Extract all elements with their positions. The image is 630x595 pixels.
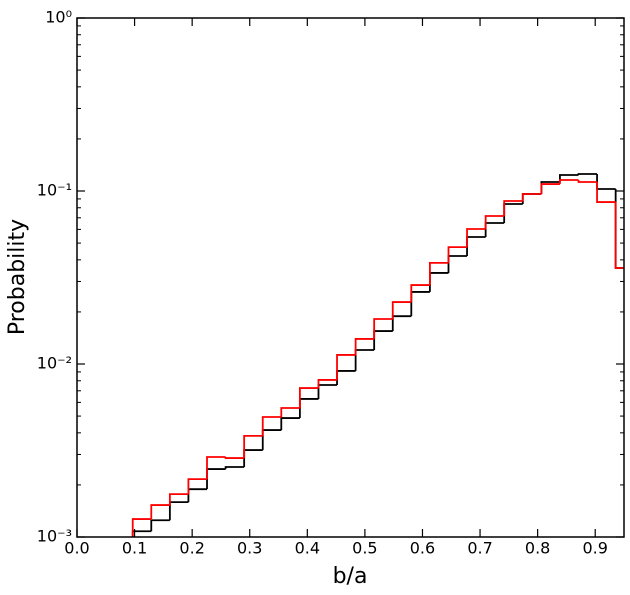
y-tick-label: 10⁻¹ — [37, 181, 72, 200]
axes-frame — [76, 17, 625, 538]
histogram-step — [391, 301, 412, 320]
x-tick-label: 0.5 — [352, 539, 377, 558]
y-tick-label: 10⁰ — [45, 8, 72, 27]
histogram-step — [540, 183, 560, 194]
histogram-step — [466, 236, 486, 256]
histogram-step — [577, 173, 598, 176]
histogram-step — [466, 228, 486, 248]
histogram-step — [317, 384, 338, 399]
x-tick-label: 0.0 — [64, 539, 89, 558]
histogram-step — [280, 417, 300, 431]
histogram-step — [280, 407, 300, 417]
x-tick-label: 0.2 — [179, 539, 204, 558]
histogram-step — [150, 519, 170, 532]
histogram-step — [410, 291, 430, 317]
histogram-step — [336, 370, 356, 386]
histogram-step — [447, 246, 468, 263]
histogram-step — [243, 449, 263, 467]
histogram-step — [521, 193, 542, 202]
histogram-step — [224, 466, 245, 470]
histogram-step — [261, 416, 282, 436]
histogram-step — [298, 387, 319, 408]
histogram-step — [503, 203, 523, 224]
histogram-step — [298, 398, 319, 419]
histogram-step — [521, 193, 542, 205]
histogram-step — [373, 330, 393, 350]
histogram-step — [150, 504, 170, 520]
y-tick-label: 10⁻³ — [37, 527, 72, 546]
histogram-step — [336, 354, 356, 380]
histogram-step — [577, 179, 598, 183]
x-tick-label: 0.8 — [525, 539, 550, 558]
histogram-step — [131, 530, 152, 537]
x-tick-label: 0.1 — [122, 539, 147, 558]
plot-area — [131, 173, 624, 537]
x-tick-label: 0.9 — [582, 539, 607, 558]
histogram-step — [429, 262, 449, 286]
x-axis-label: b/a — [333, 564, 368, 589]
histogram-step — [373, 318, 393, 339]
histogram-step — [596, 182, 616, 203]
histogram-step — [559, 174, 579, 183]
histogram-step — [484, 222, 505, 238]
histogram-step — [614, 202, 624, 269]
histogram-step — [447, 255, 468, 273]
histogram-step — [354, 349, 375, 371]
histogram-step — [206, 468, 226, 490]
histogram-step — [317, 379, 338, 389]
histogram-step — [596, 173, 616, 190]
histogram-step — [224, 457, 245, 459]
histogram-step — [614, 188, 624, 269]
histogram-step — [484, 215, 505, 230]
histogram-step — [410, 284, 430, 303]
histogram-step — [187, 478, 208, 495]
histogram-step — [261, 429, 282, 451]
histogram-step — [168, 493, 189, 506]
histogram-step — [429, 272, 449, 292]
x-tick-label: 0.7 — [467, 539, 492, 558]
histogram-step — [559, 179, 579, 185]
histogram-step — [131, 518, 152, 537]
histogram-step — [243, 435, 263, 459]
x-tick-label: 0.4 — [295, 539, 320, 558]
x-tick-label: 0.6 — [410, 539, 435, 558]
y-tick-label: 10⁻² — [37, 354, 72, 373]
histogram-step — [206, 456, 226, 480]
histogram-step — [503, 200, 523, 216]
x-tick-label: 0.3 — [237, 539, 262, 558]
histogram-step — [354, 338, 375, 355]
histogram-step — [391, 315, 412, 332]
histogram-step — [168, 501, 189, 521]
y-axis-label: Probability — [5, 219, 30, 335]
histogram-step — [187, 488, 208, 503]
